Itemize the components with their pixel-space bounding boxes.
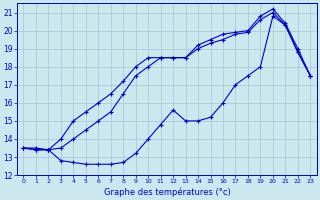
X-axis label: Graphe des températures (°c): Graphe des températures (°c) xyxy=(104,187,230,197)
